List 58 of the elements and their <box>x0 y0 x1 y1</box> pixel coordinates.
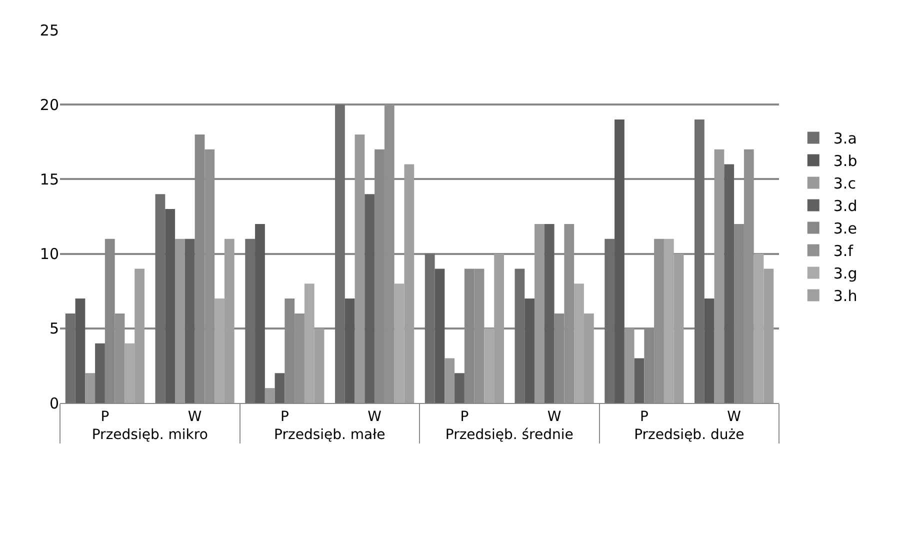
bar <box>724 164 734 403</box>
bar <box>614 120 624 403</box>
bar <box>264 388 275 403</box>
x-tick-label: P <box>640 408 648 425</box>
bar <box>95 343 105 403</box>
bar <box>85 373 96 403</box>
x-tick-label: W <box>547 408 562 425</box>
legend-label: 3.c <box>833 174 856 193</box>
text: Przedsięb. małe <box>274 426 386 443</box>
bar <box>424 254 435 403</box>
text: Przedsięb. duże <box>634 426 744 443</box>
x-tick-label: P <box>280 408 289 425</box>
bar <box>155 194 166 403</box>
x-tick-label: P <box>100 408 110 425</box>
bar <box>75 298 86 403</box>
bar <box>704 298 714 403</box>
bar <box>604 238 615 403</box>
bar <box>255 224 265 403</box>
x-tick-label: P <box>460 408 469 425</box>
bar <box>434 268 445 403</box>
legend-label: 3.g <box>833 264 858 283</box>
bar <box>514 268 525 403</box>
legend-label: 3.h <box>833 287 858 306</box>
bar <box>454 373 464 403</box>
x-tick-label: W <box>188 408 202 425</box>
y-tick-label: 25 <box>40 21 59 40</box>
bar <box>344 298 355 403</box>
bar <box>534 224 544 403</box>
y-tick-label: 15 <box>40 170 59 188</box>
bar <box>165 209 176 403</box>
legend-label: 3.b <box>833 152 858 170</box>
bar <box>634 358 644 403</box>
legend-label: 3.f <box>833 242 854 260</box>
x-tick-label: W <box>368 408 382 425</box>
bar <box>544 224 554 403</box>
text: Przedsięb. średnie <box>445 426 574 443</box>
bar <box>364 194 375 403</box>
bar <box>175 238 185 403</box>
bar <box>694 120 704 403</box>
legend-label: 3.a <box>833 130 857 148</box>
y-tick-label: 5 <box>49 320 59 338</box>
y-tick-label: 10 <box>40 245 59 264</box>
bar <box>354 134 365 403</box>
bar <box>65 313 76 403</box>
bar <box>245 238 256 403</box>
bar <box>444 358 455 403</box>
legend-label: 3.e <box>833 220 857 238</box>
bar <box>714 149 724 403</box>
x-tick-label: W <box>727 408 742 425</box>
legend-label: 3.d <box>833 197 858 216</box>
text: Przedsięb. mikro <box>92 426 208 443</box>
bar <box>274 373 285 403</box>
bar <box>335 104 345 403</box>
bar <box>524 298 535 403</box>
bar <box>624 328 634 403</box>
y-tick-label: 0 <box>49 394 59 412</box>
y-tick-label: 20 <box>40 96 59 114</box>
bar <box>184 238 195 403</box>
